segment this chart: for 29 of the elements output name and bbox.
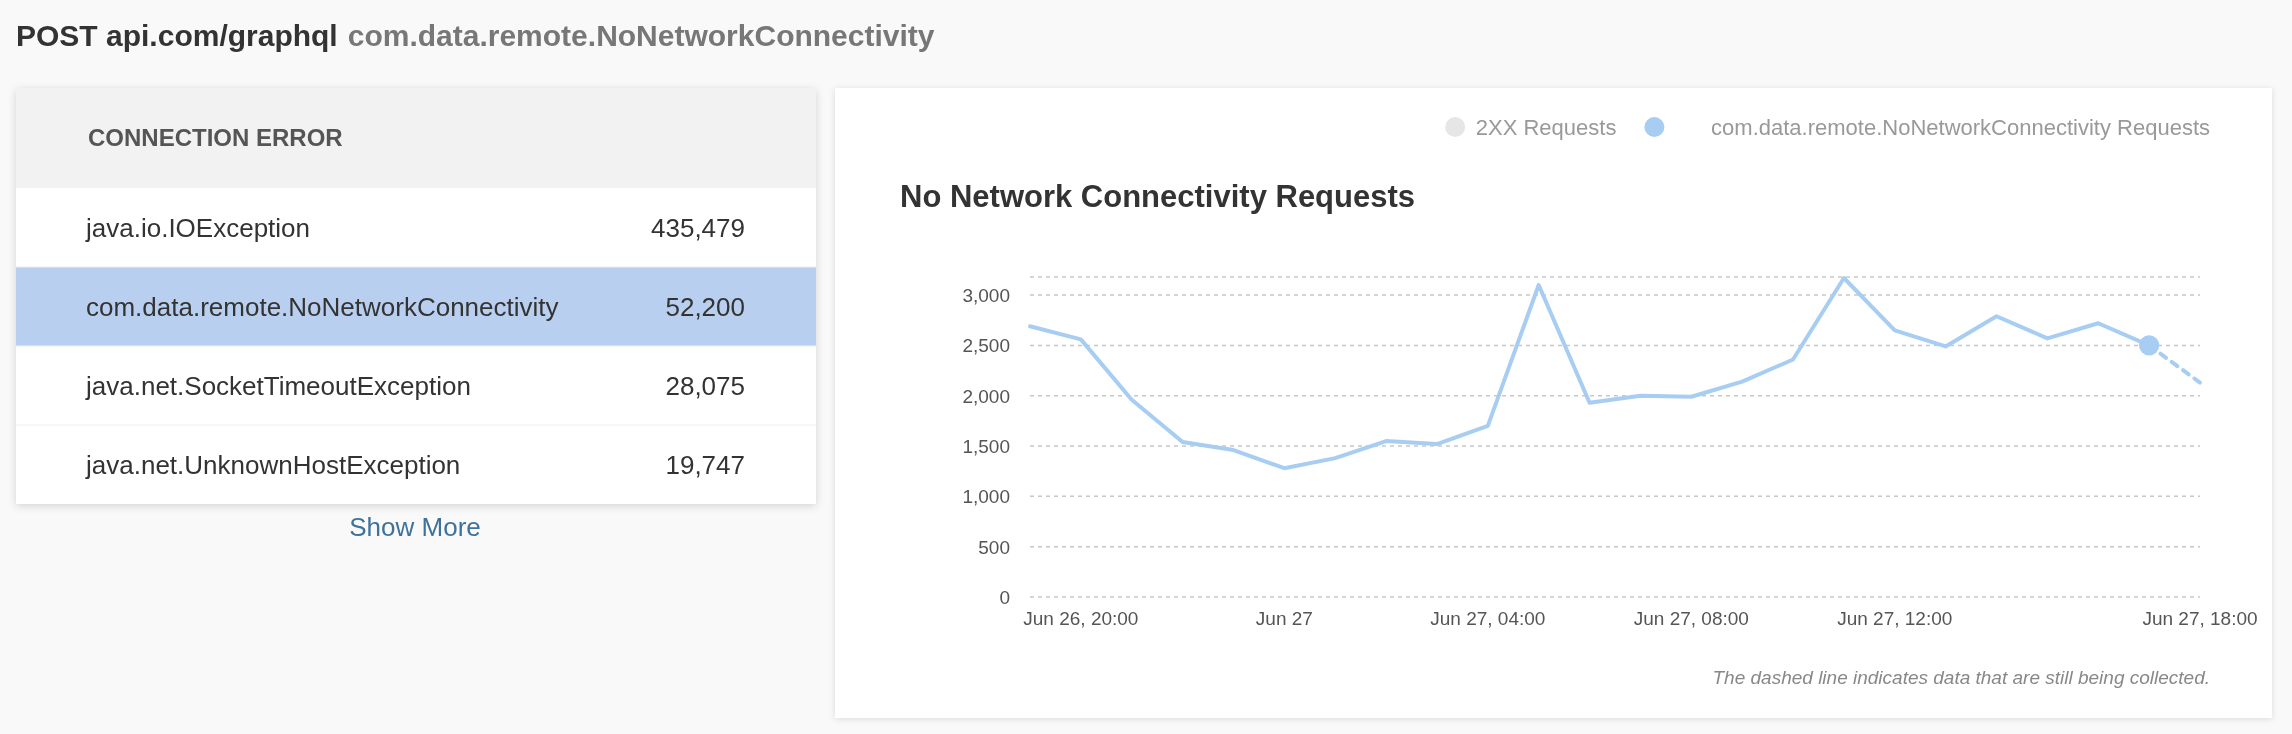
y-tick-label: 1,500 xyxy=(962,436,1010,458)
category-label: java.net.UnknownHostException xyxy=(85,449,461,480)
y-tick-label: 2,500 xyxy=(962,335,1010,357)
text: 28,075 xyxy=(665,370,745,401)
y-tick-label: 500 xyxy=(978,536,1010,558)
category-label: java.net.SocketTimeoutException xyxy=(85,370,471,401)
y-tick-label: 3,000 xyxy=(962,285,1010,307)
y-tick-label: 2,000 xyxy=(962,385,1010,407)
legend-label: 2XX Requests xyxy=(1475,115,1617,140)
text: 19,747 xyxy=(665,449,745,480)
category-label: com.data.remote.NoNetworkConnectivity xyxy=(86,291,559,322)
x-tick-label: Jun 27 xyxy=(1255,608,1313,629)
text: CONNECTION ERROR xyxy=(88,124,343,151)
chart-title: No Network Connectivity Requests xyxy=(900,179,1416,214)
text: The dashed line indicates data that are still being collected. xyxy=(1712,667,2210,688)
x-tick-label: Jun 27, 08:00 xyxy=(1633,608,1749,629)
text: Show More xyxy=(349,512,481,542)
legend-label: com.data.remote.NoNetworkConnectivity Requests xyxy=(1711,115,2210,140)
x-tick-label: Jun 27, 12:00 xyxy=(1837,608,1953,629)
y-tick-label: 0 xyxy=(999,587,1010,608)
x-tick-label: Jun 27, 04:00 xyxy=(1430,608,1546,629)
y-tick-label: 1,000 xyxy=(962,486,1010,508)
x-tick-label: Jun 27, 18:00 xyxy=(2142,608,2258,629)
category-label: java.io.IOException xyxy=(85,212,311,243)
text: 52,200 xyxy=(665,291,745,322)
text: com.data.remote.NoNetworkConnectivity xyxy=(347,19,935,52)
text: 435,479 xyxy=(651,212,745,243)
x-tick-label: Jun 26, 20:00 xyxy=(1023,608,1139,629)
text: POST api.com/graphql xyxy=(16,19,338,52)
